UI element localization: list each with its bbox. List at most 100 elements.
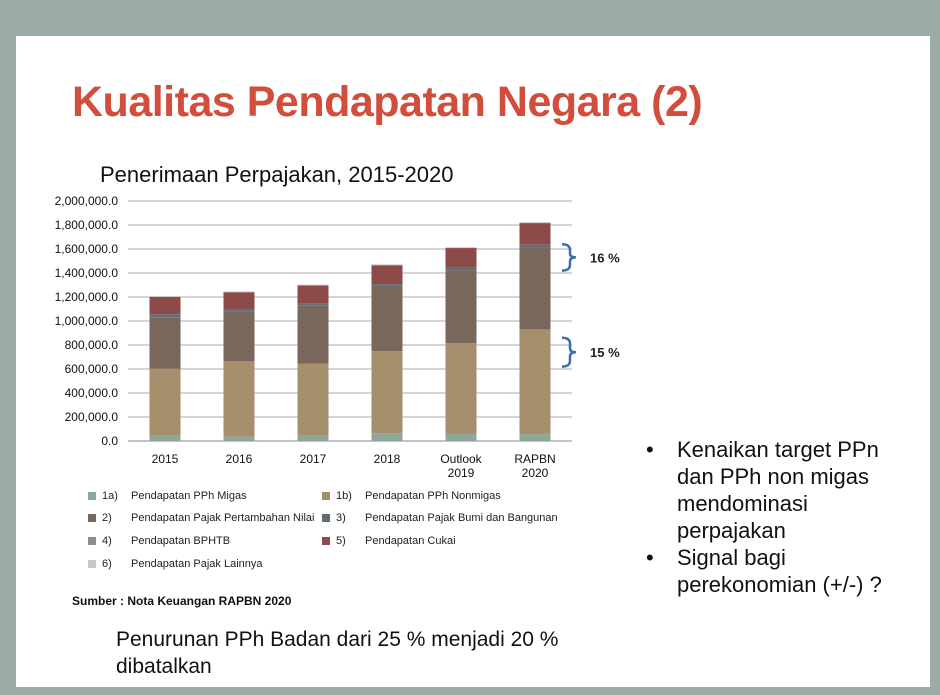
x-tick-label: 2015 — [152, 452, 179, 466]
bar-segment — [371, 286, 403, 352]
bullet-marker: • — [646, 545, 654, 570]
bar-segment — [371, 351, 403, 434]
bar-segment — [223, 361, 255, 437]
bullet-text: Kenaikan target PPn dan PPh non migas me… — [677, 437, 879, 543]
legend-swatch — [88, 537, 96, 545]
legend-code: 2) — [102, 512, 112, 524]
legend-item: 5) Pendapatan Cukai — [322, 535, 456, 547]
legend-item: 1b) Pendapatan PPh Nonmigas — [322, 490, 501, 502]
bar-segment — [297, 284, 329, 286]
bullet-item: • Signal bagi perekonomian (+/-) ? — [644, 544, 884, 598]
bar-segment — [149, 368, 181, 435]
legend-item: 1a) Pendapatan PPh Migas — [88, 490, 247, 502]
legend-item: 3) Pendapatan Pajak Bumi dan Bangunan — [322, 512, 558, 524]
bar-segment — [149, 317, 181, 369]
bar-segment — [223, 311, 255, 362]
bar-segment — [223, 291, 255, 293]
legend-swatch — [88, 514, 96, 522]
bullet-marker: • — [646, 437, 654, 462]
legend-item: 2) Pendapatan Pajak Pertambahan Nilai — [88, 512, 314, 524]
legend-code: 6) — [102, 558, 112, 570]
annotation-label: 15 % — [590, 345, 620, 360]
y-tick-label: 1,800,000.0 — [55, 218, 119, 232]
legend-swatch — [322, 537, 330, 545]
legend-label: Pendapatan Pajak Pertambahan Nilai — [131, 512, 315, 524]
bar-segment — [223, 309, 255, 312]
legend-code: 5) — [336, 535, 346, 547]
legend-code: 3) — [336, 512, 346, 524]
bar-segment — [371, 265, 403, 285]
bar-segment — [445, 433, 477, 441]
legend-label: Pendapatan PPh Migas — [131, 490, 247, 502]
bar-segment — [445, 267, 477, 271]
bar-segment — [445, 247, 477, 249]
bar-segment — [297, 363, 329, 435]
chart-legend: 1a) Pendapatan PPh Migas 1b) Pendapatan PPh… — [88, 490, 588, 590]
bar-segment — [223, 292, 255, 310]
legend-label: Pendapatan BPHTB — [131, 535, 231, 547]
y-tick-label: 0.0 — [101, 434, 118, 448]
legend-swatch — [322, 492, 330, 500]
bullet-list: • Kenaikan target PPn dan PPh non migas m… — [644, 436, 884, 598]
legend-code: 4) — [102, 535, 112, 547]
bar-segment — [149, 296, 181, 297]
bar-segment — [149, 296, 181, 315]
legend-swatch — [88, 492, 96, 500]
x-tick-label: 2019 — [448, 466, 475, 480]
legend-item: 6) Pendapatan Pajak Lainnya — [88, 558, 263, 570]
legend-code: 1a) — [102, 490, 118, 502]
y-tick-label: 2,000,000.0 — [55, 194, 119, 208]
source-note: Sumber : Nota Keuangan RAPBN 2020 — [72, 594, 292, 608]
annotation-label: 16 % — [590, 250, 620, 265]
bar-segment — [519, 244, 551, 248]
legend-label: Pendapatan Cukai — [365, 535, 456, 547]
bracket-icon — [561, 336, 577, 368]
top-band — [0, 0, 940, 36]
y-tick-label: 800,000.0 — [65, 338, 119, 352]
x-tick-label: 2016 — [226, 452, 253, 466]
y-tick-label: 600,000.0 — [65, 362, 119, 376]
bullet-text: Signal bagi perekonomian (+/-) ? — [677, 545, 882, 597]
y-tick-label: 1,600,000.0 — [55, 242, 119, 256]
bar-segment — [519, 247, 551, 330]
bar-segment — [519, 222, 551, 224]
bar-segment — [519, 223, 551, 245]
legend-label: Pendapatan Pajak Bumi dan Bangunan — [365, 512, 558, 524]
y-tick-label: 400,000.0 — [65, 386, 119, 400]
bar-segment — [445, 270, 477, 344]
bar-segment — [519, 434, 551, 441]
x-tick-label: 2017 — [300, 452, 327, 466]
bar-segment — [371, 284, 403, 287]
bar-segment — [519, 329, 551, 435]
policy-note: Penurunan PPh Badan dari 25 % menjadi 20… — [116, 628, 559, 678]
bar-segment — [445, 248, 477, 268]
y-tick-label: 1,400,000.0 — [55, 266, 119, 280]
legend-item: 4) Pendapatan BPHTB — [88, 535, 230, 547]
x-tick-label: 2020 — [522, 466, 549, 480]
bar-segment — [371, 264, 403, 266]
bullet-item: • Kenaikan target PPn dan PPh non migas m… — [644, 436, 884, 544]
chart-title: Penerimaan Perpajakan, 2015-2020 — [100, 162, 454, 187]
x-tick-label: RAPBN — [514, 452, 555, 466]
y-tick-label: 1,000,000.0 — [55, 314, 119, 328]
bar-segment — [297, 285, 329, 304]
bar-segment — [297, 435, 329, 441]
bracket-icon — [561, 242, 577, 272]
y-tick-label: 1,200,000.0 — [55, 290, 119, 304]
bar-segment — [297, 305, 329, 364]
bar-segment — [149, 435, 181, 441]
bar-segment — [297, 303, 329, 306]
x-tick-label: 2018 — [374, 452, 401, 466]
legend-swatch — [88, 560, 96, 568]
legend-label: Pendapatan Pajak Lainnya — [131, 558, 263, 570]
bar-segment — [371, 433, 403, 441]
bar-segment — [149, 314, 181, 318]
bar-segment — [445, 343, 477, 434]
legend-code: 1b) — [336, 490, 352, 502]
legend-label: Pendapatan PPh Nonmigas — [365, 490, 501, 502]
bar-segment — [223, 436, 255, 441]
x-tick-label: Outlook — [440, 452, 482, 466]
y-tick-label: 200,000.0 — [65, 410, 119, 424]
slide-title: Kualitas Pendapatan Negara (2) — [72, 78, 703, 126]
